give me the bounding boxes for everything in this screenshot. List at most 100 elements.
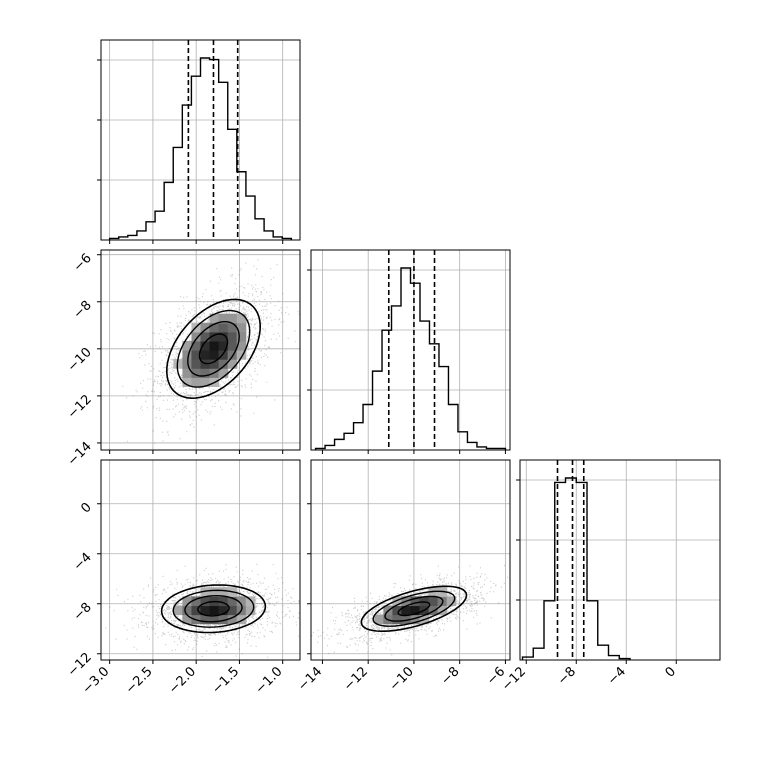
- density-cell: [209, 605, 220, 616]
- x-tick-label: −12: [341, 664, 371, 694]
- density-cell: [209, 331, 220, 342]
- density-cell: [245, 596, 256, 607]
- y-tick-label: −6: [71, 251, 95, 275]
- x-tick-label: −1.0: [253, 664, 286, 697]
- contour-2-1-1: [397, 601, 431, 617]
- density-cell: [218, 340, 229, 351]
- density-cell: [209, 322, 220, 333]
- density-cell: [182, 368, 193, 378]
- density-cell: [236, 614, 247, 625]
- contour-2-1-2: [384, 595, 444, 622]
- density-cell: [236, 340, 247, 351]
- scatter-panel-1-0: [97, 249, 301, 454]
- density-cell: [227, 359, 238, 369]
- y-tick-label: −14: [65, 439, 95, 469]
- histogram-step-2: [314, 267, 507, 450]
- density-layer-1-0: [122, 259, 300, 444]
- scatter-points-1-0: [122, 259, 300, 444]
- density-cell: [200, 340, 211, 351]
- density-cell: [227, 313, 238, 324]
- density-cell: [437, 605, 448, 616]
- density-cell: [200, 605, 211, 616]
- density-cell: [200, 350, 211, 360]
- density-cell: [200, 587, 211, 597]
- density-cell: [191, 359, 202, 369]
- y-tick-label: −8: [71, 298, 95, 322]
- density-cell: [428, 596, 439, 607]
- density-cell: [191, 605, 202, 616]
- density-cell: [200, 614, 211, 625]
- density-cell: [446, 596, 457, 607]
- contour-2-0-4: [160, 584, 267, 634]
- density-cell: [227, 350, 238, 360]
- density-cell: [209, 359, 220, 369]
- density-cell: [245, 605, 256, 616]
- density-cell: [236, 350, 247, 360]
- density-cell: [218, 359, 229, 369]
- y-tick-label: −12: [65, 392, 95, 422]
- histogram-panel-2: [307, 249, 511, 454]
- density-cell: [182, 350, 193, 360]
- density-cell: [191, 377, 202, 387]
- contour-1-0-4: [165, 298, 262, 400]
- x-tick-label: −8: [438, 664, 462, 688]
- density-cell: [410, 614, 421, 625]
- density-cell: [191, 331, 202, 342]
- contour-2-0-1: [197, 600, 230, 617]
- density-cell: [227, 605, 238, 616]
- density-cell: [209, 313, 220, 324]
- x-tick-label: 0: [663, 664, 679, 680]
- contour-1-0-2: [187, 321, 240, 377]
- contour-1-0-3: [176, 309, 251, 388]
- x-tick-label: −1.5: [209, 664, 242, 697]
- y-tick-label: 0: [78, 500, 94, 516]
- density-cell: [200, 368, 211, 378]
- density-cell: [191, 340, 202, 351]
- density-cell: [218, 350, 229, 360]
- density-cell: [182, 596, 193, 607]
- density-cell: [236, 313, 247, 324]
- density-cell: [410, 605, 421, 616]
- density-cell: [191, 368, 202, 378]
- density-cell: [218, 605, 229, 616]
- x-tick-label: −8: [555, 664, 579, 688]
- contour-1-0-1: [198, 333, 229, 365]
- density-cell: [200, 331, 211, 342]
- histogram-step-1: [108, 57, 293, 240]
- x-tick-label: −2.0: [166, 664, 199, 697]
- x-tick-label: −2.5: [123, 664, 156, 697]
- histogram-frame-2: [310, 249, 511, 451]
- x-tick-label: −12: [499, 664, 529, 694]
- histogram-step-3: [521, 477, 631, 660]
- density-cell: [218, 596, 229, 607]
- x-tick-label: −4: [605, 664, 629, 688]
- scatter-panel-2-1: [307, 459, 511, 664]
- density-cell: [200, 596, 211, 607]
- density-cell: [209, 350, 220, 360]
- scatter-frame-2-1: [310, 459, 511, 661]
- scatter-frame-1-0: [100, 249, 301, 451]
- contour-2-1-4: [360, 585, 468, 632]
- density-cell: [419, 596, 430, 607]
- density-cell: [173, 359, 184, 369]
- density-cell: [227, 322, 238, 333]
- density-cell: [218, 368, 229, 378]
- density-cell: [410, 596, 421, 607]
- density-cell: [374, 614, 384, 625]
- density-cell: [392, 614, 403, 625]
- density-layer-2-1: [311, 565, 509, 656]
- contour-2-0-3: [172, 589, 255, 628]
- density-cell: [209, 587, 220, 597]
- density-cell: [227, 614, 238, 625]
- density-cell: [209, 614, 220, 625]
- density-cell: [227, 340, 238, 351]
- scatter-panel-2-0: [97, 459, 301, 664]
- density-cell: [236, 331, 247, 342]
- x-tick-label: −14: [295, 664, 325, 694]
- density-cell: [218, 322, 229, 333]
- density-cell: [200, 322, 211, 333]
- density-cell: [218, 614, 229, 625]
- density-cell: [182, 359, 193, 369]
- scatter-points-2-0: [105, 563, 300, 660]
